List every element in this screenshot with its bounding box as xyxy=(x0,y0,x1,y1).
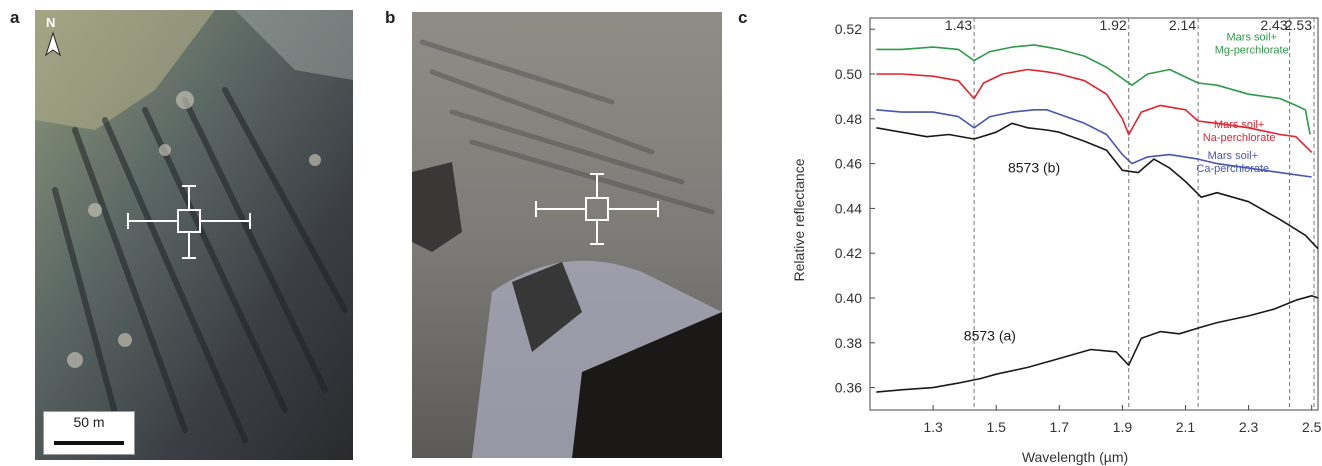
y-tick-label: 0.50 xyxy=(835,66,862,82)
series-line xyxy=(876,294,1319,393)
image-panel-b xyxy=(412,12,722,458)
series-label: Mars soil+ xyxy=(1214,119,1264,131)
x-tick-label: 1.3 xyxy=(923,419,943,435)
y-tick-label: 0.48 xyxy=(835,111,862,127)
series-label: Mars soil+ xyxy=(1208,150,1258,162)
series-label: Ca-perchlorate xyxy=(1196,163,1269,175)
band-label: 2.53 xyxy=(1285,17,1312,33)
band-label: 2.43 xyxy=(1260,17,1287,33)
series-label: 8573 (a) xyxy=(964,328,1016,344)
y-tick-label: 0.44 xyxy=(835,200,862,216)
y-tick-label: 0.52 xyxy=(835,21,862,37)
x-tick-label: 1.9 xyxy=(1113,419,1133,435)
reflectance-chart: 0.36 0.38 0.40 0.42 0.44 0.46 0.48 0.50 0.52 1.3… xyxy=(791,17,1322,465)
x-axis-label: Wavelength (µm) xyxy=(1022,449,1128,465)
x-tick-label: 1.5 xyxy=(986,419,1006,435)
x-tick-label: 2.3 xyxy=(1239,419,1259,435)
band-label: 2.14 xyxy=(1169,17,1196,33)
series-line xyxy=(876,44,1311,135)
series-label: Mg-perchlorate xyxy=(1215,44,1289,56)
series-line xyxy=(876,109,1312,178)
band-label: 1.43 xyxy=(945,17,972,33)
y-tick-label: 0.42 xyxy=(835,245,862,261)
band-label: 1.92 xyxy=(1099,17,1126,33)
y-tick-label: 0.46 xyxy=(835,156,862,172)
y-tick-label: 0.36 xyxy=(835,380,862,396)
series-label: Mars soil+ xyxy=(1227,31,1277,43)
y-tick-label: 0.38 xyxy=(835,335,862,351)
series-label: Na-perchlorate xyxy=(1203,132,1276,144)
panel-label-a: a xyxy=(10,8,20,27)
x-tick-label: 1.7 xyxy=(1050,419,1070,435)
series-line xyxy=(876,122,1319,250)
y-tick-label: 0.40 xyxy=(835,290,862,306)
scale-bar-label: 50 m xyxy=(73,414,105,430)
plot-frame xyxy=(869,17,1319,411)
x-tick-label: 2.1 xyxy=(1176,419,1196,435)
series-line xyxy=(876,68,1313,153)
image-panel-a xyxy=(35,10,353,460)
scale-bar: 50 m xyxy=(43,411,135,455)
north-arrow-icon: N xyxy=(41,15,65,59)
y-axis-label: Relative reflectance xyxy=(791,158,807,281)
panel-label-b: b xyxy=(385,8,396,27)
x-tick-label: 2.5 xyxy=(1302,419,1322,435)
panel-label-c: c xyxy=(738,8,748,27)
series-label: 8573 (b) xyxy=(1008,160,1060,176)
